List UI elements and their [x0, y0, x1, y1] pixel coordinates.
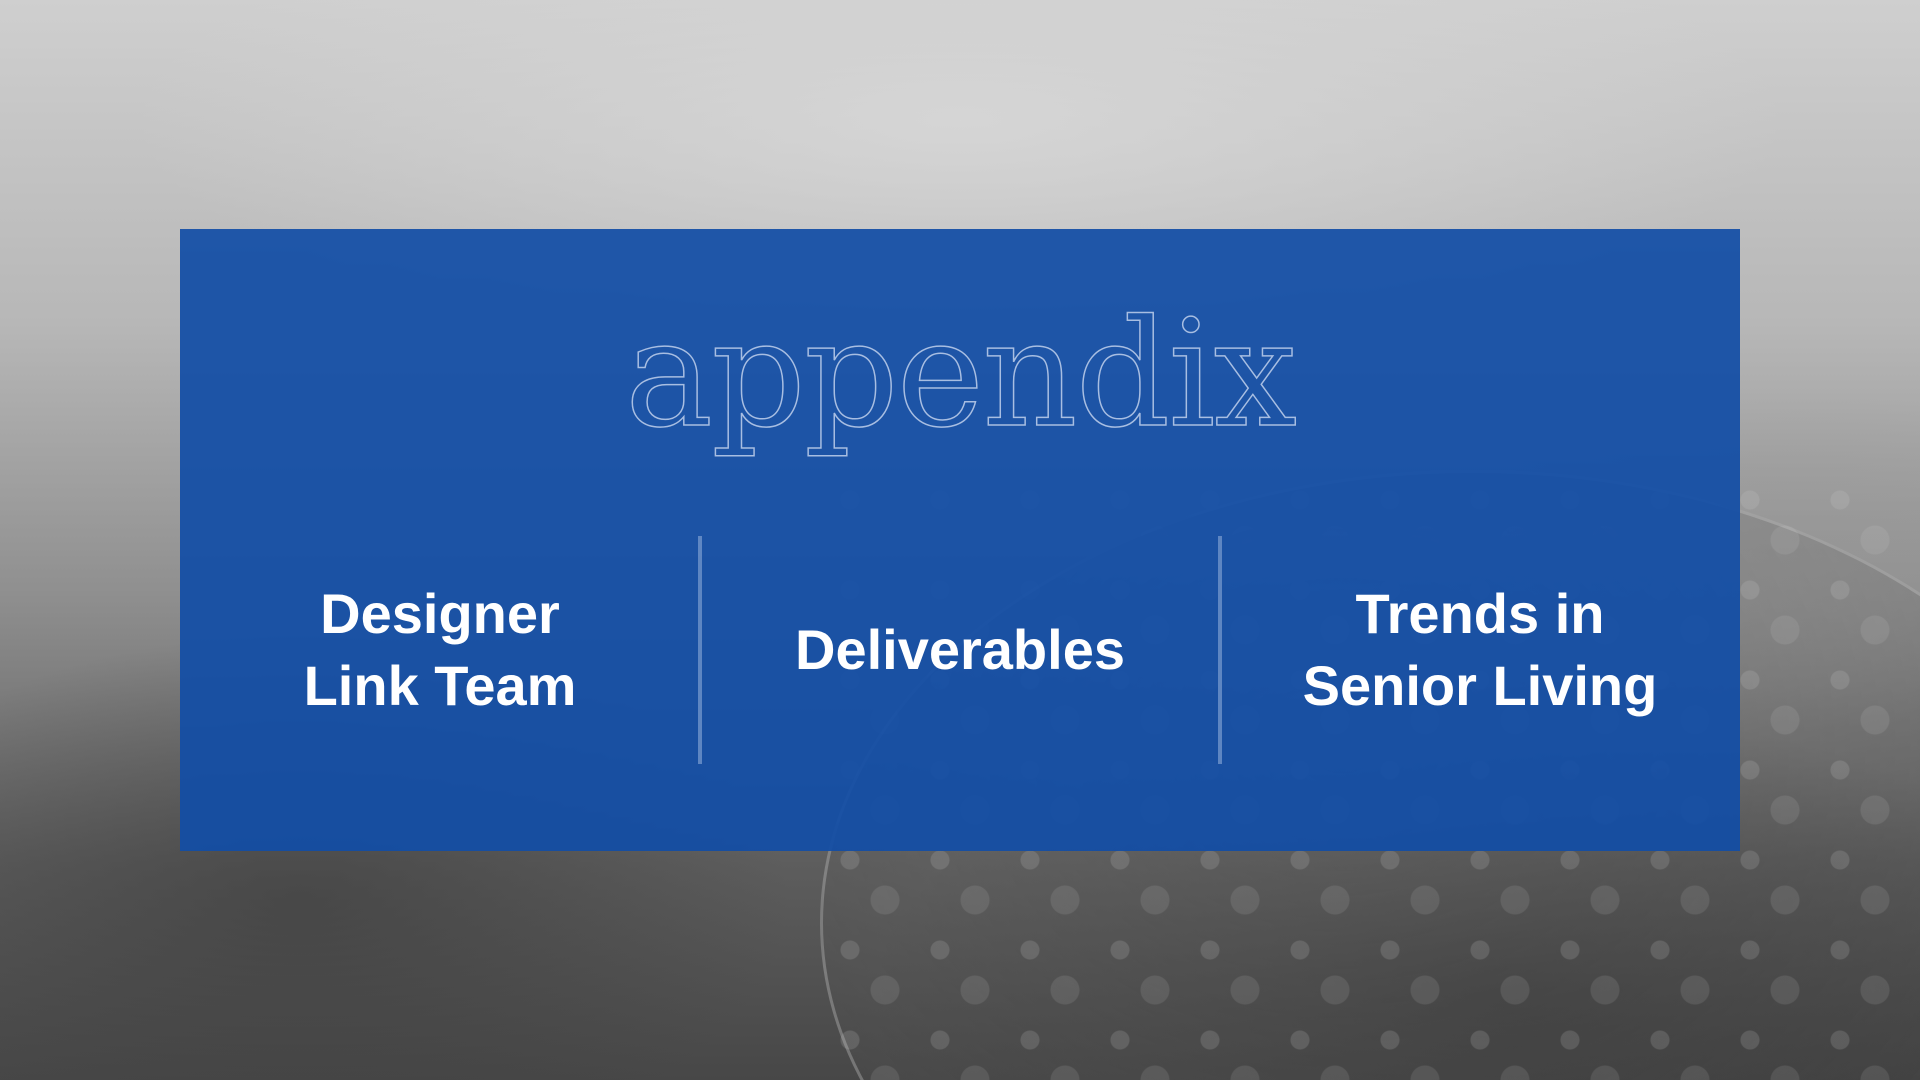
- section-label-line: Trends in: [1355, 582, 1605, 645]
- section-label-line: Deliverables: [795, 618, 1125, 681]
- blue-content-panel: [180, 229, 1740, 851]
- section-label-line: Senior Living: [1302, 654, 1658, 717]
- section-label-line: Designer: [320, 582, 560, 645]
- section-divider: [1218, 536, 1222, 764]
- section-divider: [698, 536, 702, 764]
- section-deliverables: Deliverables: [700, 536, 1220, 764]
- section-label-line: Link Team: [303, 654, 577, 717]
- section-trends-in-senior-living: Trends in Senior Living: [1220, 536, 1740, 764]
- section-designer-link-team: Designer Link Team: [180, 536, 700, 764]
- slide-title: appendix: [624, 288, 1298, 460]
